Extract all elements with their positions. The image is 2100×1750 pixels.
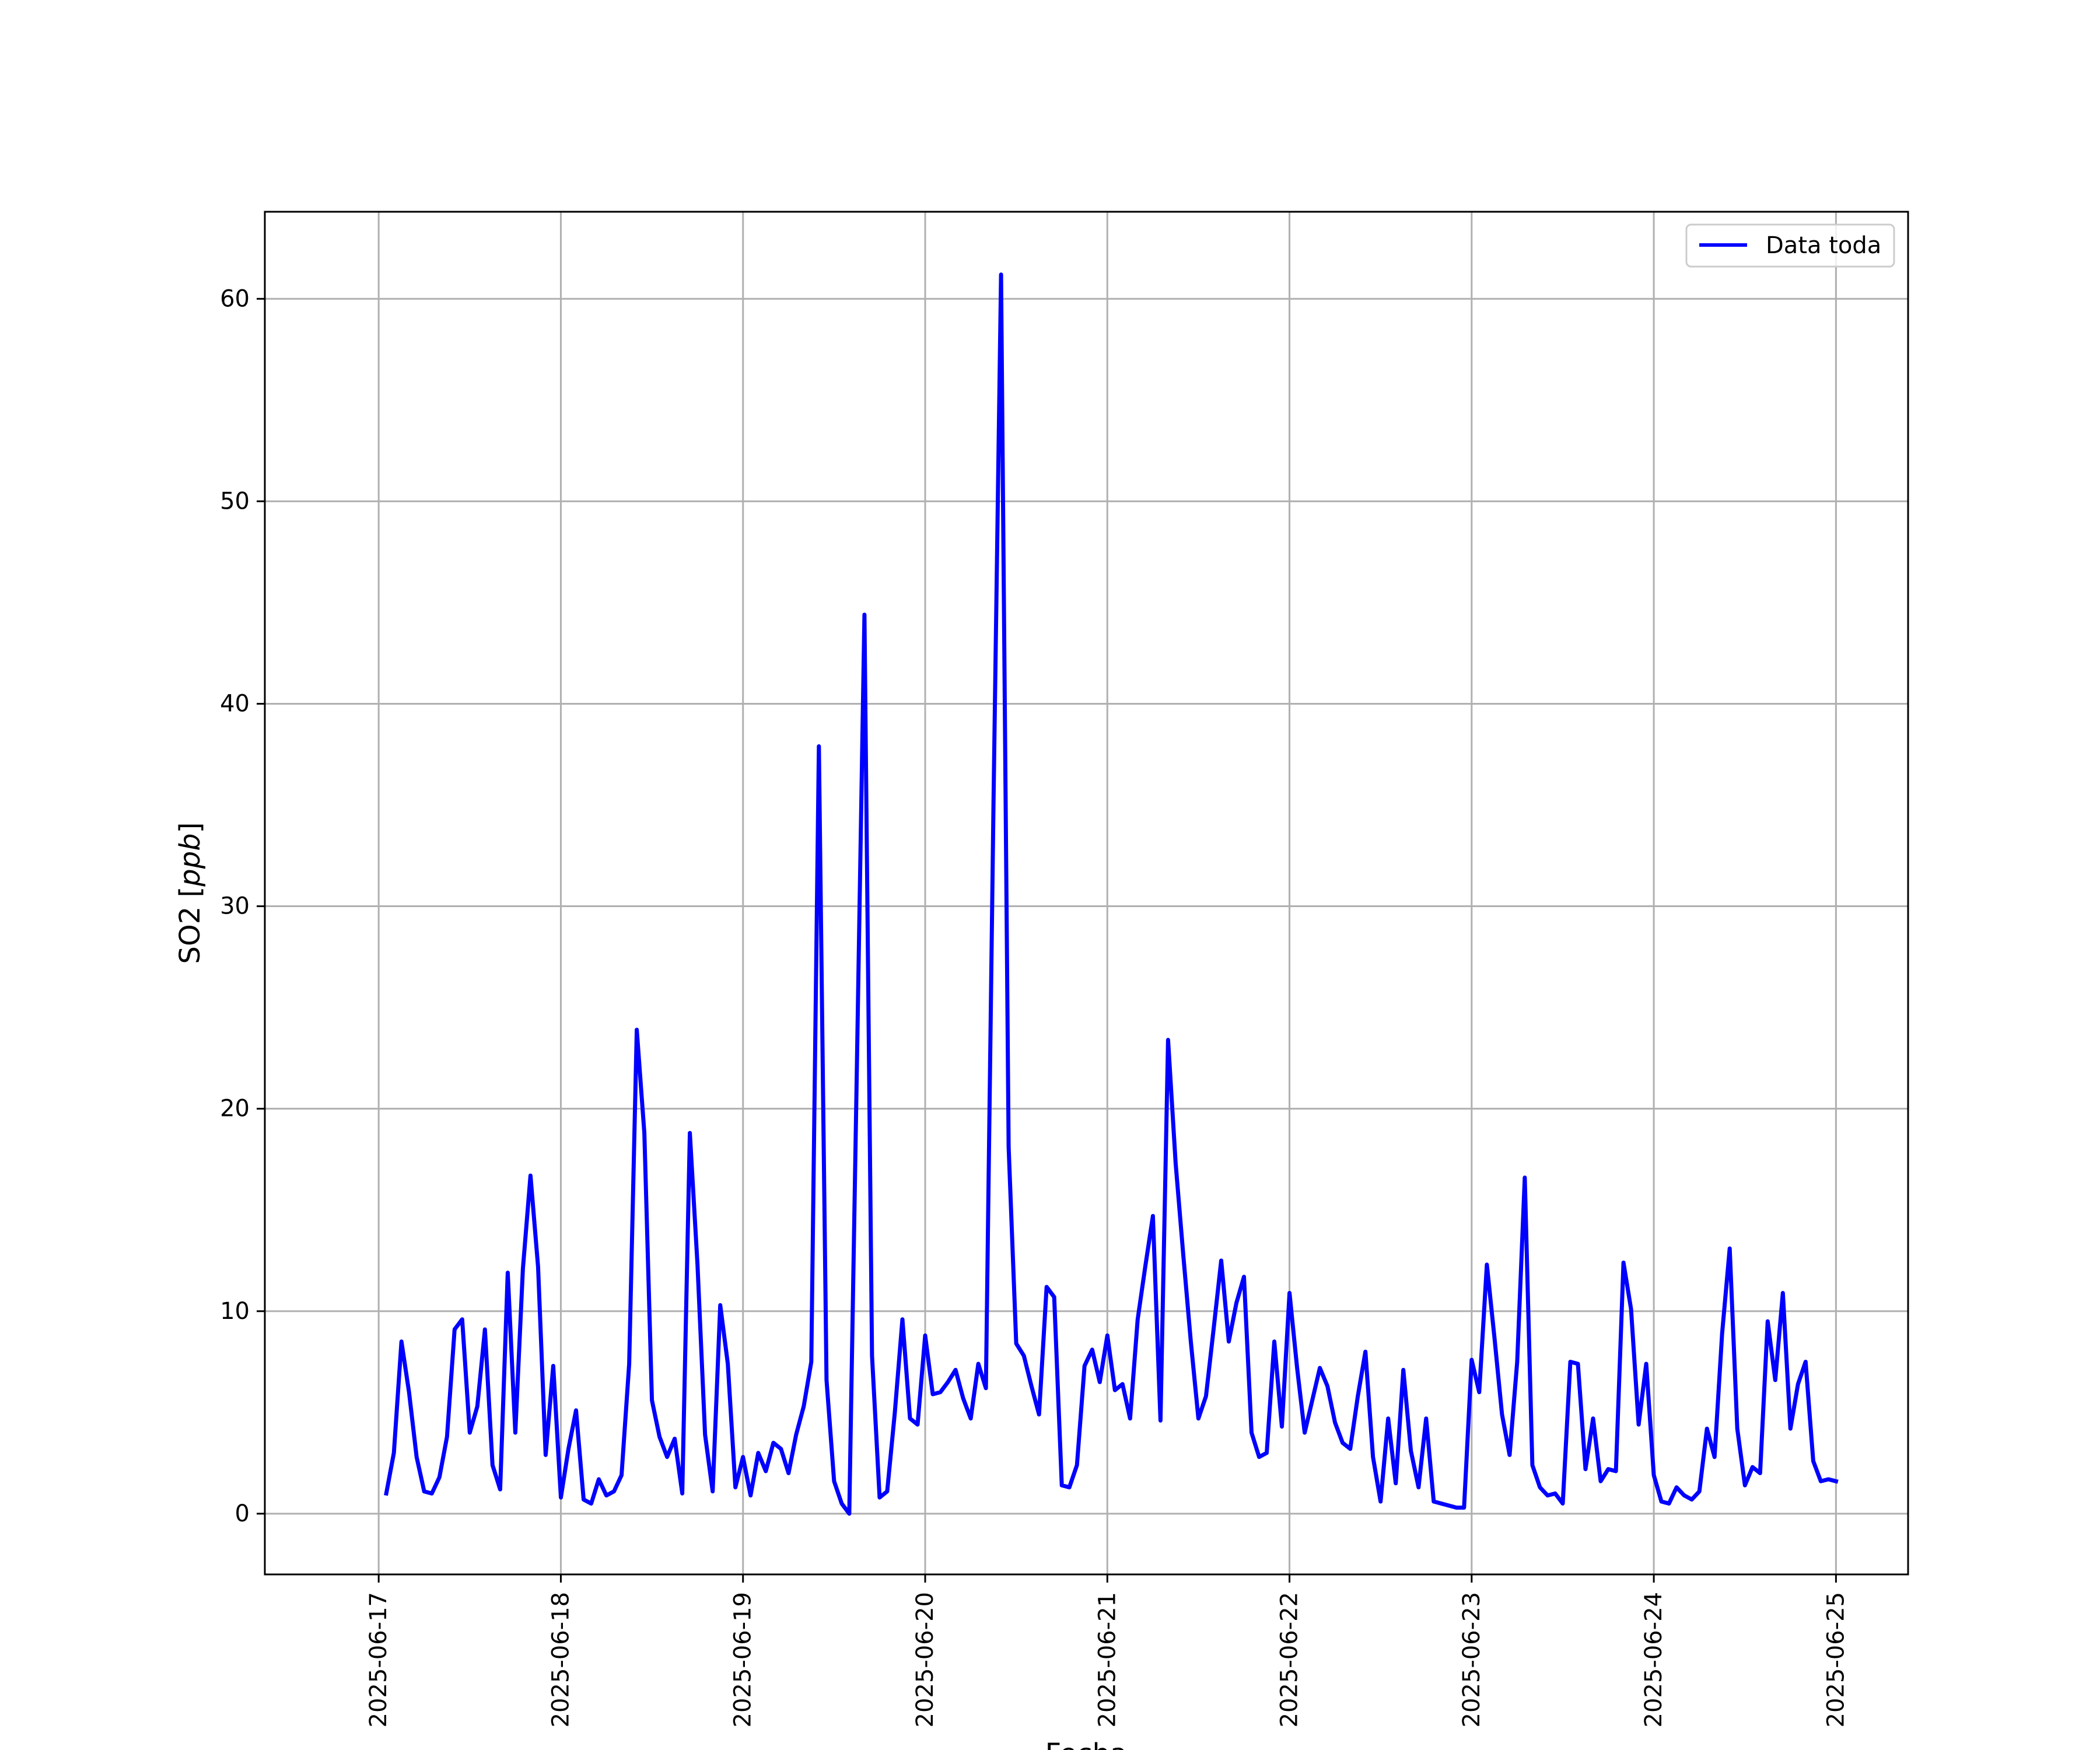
x-tick-label: 2025-06-25: [1822, 1592, 1849, 1727]
y-axis: 0 10 20 30 40 50 60: [220, 285, 265, 1527]
x-tick-label: 2025-06-17: [365, 1592, 392, 1727]
series-line-data-toda: [384, 272, 1839, 1516]
x-tick-label: 2025-06-19: [730, 1592, 757, 1727]
x-axis: 2025-06-17 2025-06-18 2025-06-19 2025-06-20…: [365, 1574, 1849, 1727]
y-tick-label: 20: [220, 1096, 250, 1122]
grid: [265, 212, 1908, 1574]
x-tick-label: 2025-06-21: [1094, 1592, 1121, 1727]
legend-box: [1685, 223, 1895, 268]
y-axis-label-text: SO2 [: [174, 887, 206, 964]
y-tick-label: 0: [235, 1500, 250, 1527]
y-tick-label: 60: [220, 285, 250, 312]
y-tick-label: 10: [220, 1298, 250, 1325]
x-tick-label: 2025-06-20: [912, 1592, 939, 1727]
y-tick-label: 40: [220, 690, 250, 717]
x-tick-label: 2025-06-22: [1276, 1592, 1303, 1727]
x-axis-label: Fecha: [1045, 1738, 1128, 1750]
y-axis-label: SO2 [ppb]: [174, 822, 206, 964]
y-axis-label-close: ]: [174, 822, 206, 834]
series-layer: [384, 272, 1839, 1516]
y-tick-label: 50: [220, 488, 250, 514]
y-axis-label-unit: ppb: [174, 833, 206, 887]
x-tick-label: 2025-06-18: [547, 1592, 574, 1727]
plot-frame: [264, 211, 1909, 1576]
x-tick-label: 2025-06-23: [1458, 1592, 1485, 1727]
x-tick-label: 2025-06-24: [1640, 1592, 1667, 1727]
legend-label: Data toda: [1766, 232, 1881, 259]
legend: Data toda: [1685, 223, 1895, 268]
y-tick-label: 30: [220, 893, 250, 920]
